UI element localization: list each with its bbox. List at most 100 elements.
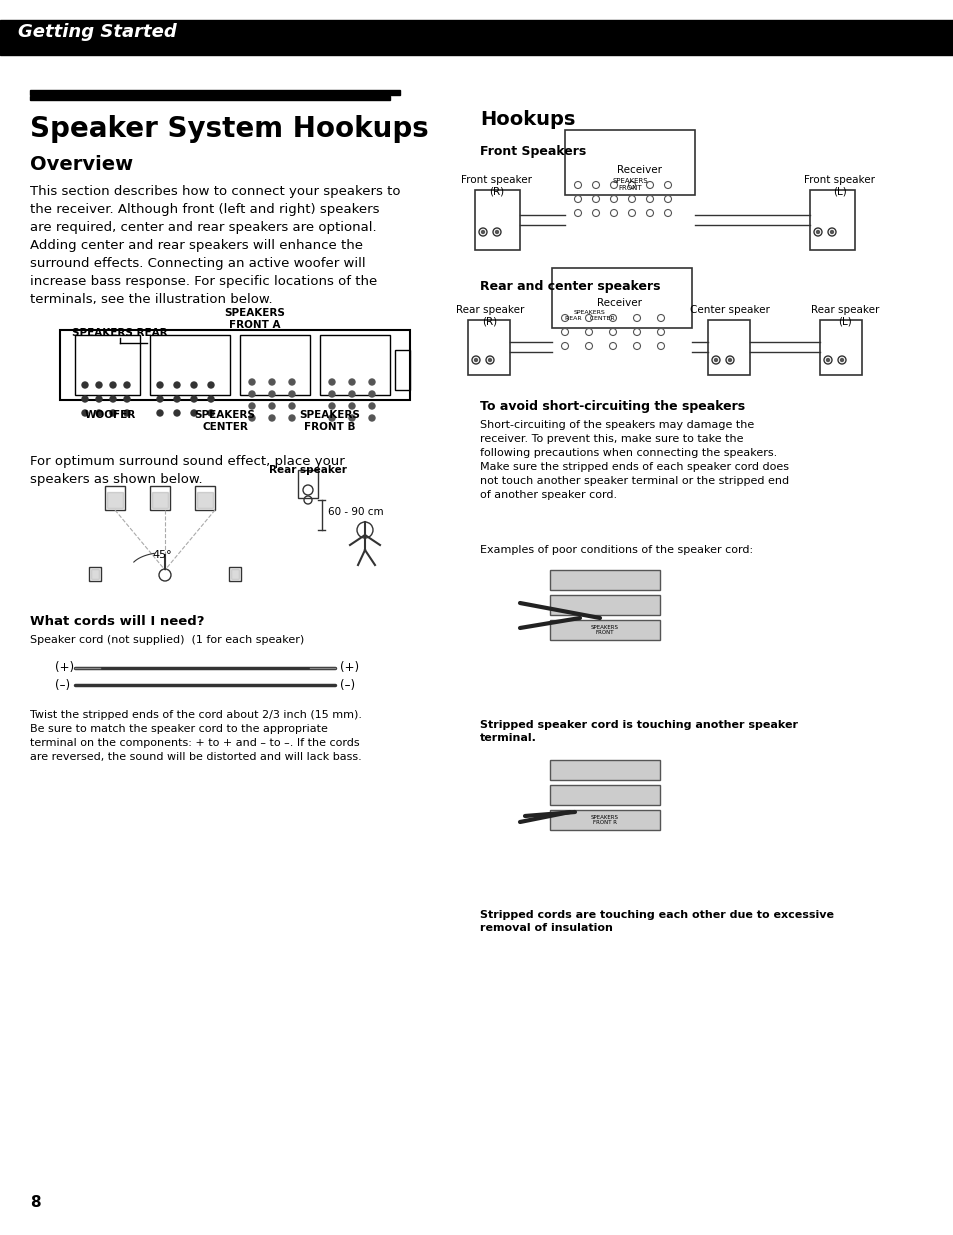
Circle shape (96, 396, 102, 403)
Text: What cords will I need?: What cords will I need? (30, 615, 204, 629)
Text: Center speaker: Center speaker (689, 305, 769, 315)
Circle shape (96, 410, 102, 416)
Text: SPEAKERS
FRONT B: SPEAKERS FRONT B (299, 410, 360, 431)
Circle shape (495, 231, 498, 233)
Bar (89, 567, 101, 580)
Bar (552, 268, 691, 329)
Circle shape (249, 403, 254, 409)
Bar (564, 130, 695, 195)
Circle shape (157, 382, 163, 388)
Circle shape (208, 410, 213, 416)
Circle shape (82, 396, 88, 403)
Bar (550, 620, 659, 640)
Circle shape (488, 358, 491, 362)
Bar (820, 320, 862, 375)
Circle shape (110, 410, 116, 416)
Bar (60, 330, 410, 400)
Circle shape (191, 382, 196, 388)
Bar (550, 810, 659, 830)
Text: Stripped cords are touching each other due to excessive
removal of insulation: Stripped cords are touching each other d… (479, 910, 833, 934)
Text: Twist the stripped ends of the cord about 2/3 inch (15 mm).
Be sure to match the: Twist the stripped ends of the cord abou… (30, 710, 361, 762)
Circle shape (289, 379, 294, 385)
Text: SPEAKERS
FRONT: SPEAKERS FRONT (590, 625, 618, 635)
Circle shape (110, 382, 116, 388)
Text: Examples of poor conditions of the speaker cord:: Examples of poor conditions of the speak… (479, 545, 752, 555)
Circle shape (816, 231, 819, 233)
Text: SPEAKERS REAR: SPEAKERS REAR (72, 329, 168, 338)
Circle shape (289, 403, 294, 409)
Circle shape (369, 403, 375, 409)
Text: WOOFER: WOOFER (84, 410, 135, 420)
Text: (–): (–) (55, 678, 71, 692)
Text: Short-circuiting of the speakers may damage the
receiver. To prevent this, make : Short-circuiting of the speakers may dam… (479, 420, 788, 500)
Circle shape (369, 379, 375, 385)
Circle shape (481, 231, 484, 233)
Bar (297, 471, 317, 498)
Circle shape (714, 358, 717, 362)
Circle shape (474, 358, 477, 362)
Circle shape (329, 391, 335, 396)
Circle shape (269, 403, 274, 409)
Bar (30, 96, 390, 100)
Bar (707, 320, 749, 375)
Bar (550, 785, 659, 805)
Bar (105, 487, 125, 510)
Circle shape (289, 391, 294, 396)
Text: Rear speaker: Rear speaker (269, 466, 347, 475)
Text: For optimum surround sound effect, place your
speakers as shown below.: For optimum surround sound effect, place… (30, 454, 344, 487)
Bar (550, 595, 659, 615)
Text: Front speaker
(L): Front speaker (L) (803, 175, 875, 196)
Circle shape (269, 379, 274, 385)
Text: 8: 8 (30, 1195, 41, 1210)
Circle shape (825, 358, 828, 362)
Circle shape (830, 231, 833, 233)
Circle shape (329, 403, 335, 409)
Bar (91, 569, 99, 579)
Circle shape (349, 391, 355, 396)
Circle shape (329, 415, 335, 421)
Bar (550, 760, 659, 781)
Circle shape (369, 415, 375, 421)
Circle shape (289, 415, 294, 421)
Text: (+): (+) (339, 662, 358, 674)
Text: FRONT: FRONT (618, 185, 641, 191)
Circle shape (124, 382, 130, 388)
Circle shape (369, 391, 375, 396)
Circle shape (191, 410, 196, 416)
Text: SPEAKERS: SPEAKERS (574, 310, 605, 315)
Text: Speaker cord (not supplied)  (1 for each speaker): Speaker cord (not supplied) (1 for each … (30, 635, 304, 645)
Text: Overview: Overview (30, 156, 133, 174)
Text: (+): (+) (55, 662, 74, 674)
Circle shape (191, 396, 196, 403)
Circle shape (349, 379, 355, 385)
Text: Rear and center speakers: Rear and center speakers (479, 280, 659, 293)
Text: Speaker System Hookups: Speaker System Hookups (30, 115, 428, 143)
Text: SPEAKERS
FRONT A: SPEAKERS FRONT A (224, 309, 285, 330)
Circle shape (349, 415, 355, 421)
Bar (152, 492, 168, 508)
Text: Getting Started: Getting Started (18, 23, 176, 41)
Circle shape (269, 415, 274, 421)
Circle shape (124, 410, 130, 416)
Text: 60 - 90 cm: 60 - 90 cm (328, 508, 383, 517)
Text: Receiver: Receiver (617, 165, 661, 175)
Circle shape (82, 382, 88, 388)
Text: REAR    CENTER: REAR CENTER (564, 316, 614, 321)
Text: SPEAKERS
FRONT R: SPEAKERS FRONT R (590, 815, 618, 825)
Circle shape (96, 382, 102, 388)
Bar (231, 569, 239, 579)
Bar (395, 350, 410, 390)
Circle shape (157, 410, 163, 416)
Circle shape (124, 396, 130, 403)
Bar (194, 487, 214, 510)
Text: Rear speaker
(L): Rear speaker (L) (810, 305, 879, 326)
Circle shape (173, 382, 180, 388)
Bar (240, 335, 310, 395)
Circle shape (208, 382, 213, 388)
Circle shape (249, 415, 254, 421)
Bar (0, 20, 953, 56)
Circle shape (269, 391, 274, 396)
Circle shape (173, 410, 180, 416)
Text: 45°: 45° (152, 550, 172, 559)
Text: Front Speakers: Front Speakers (479, 144, 586, 158)
